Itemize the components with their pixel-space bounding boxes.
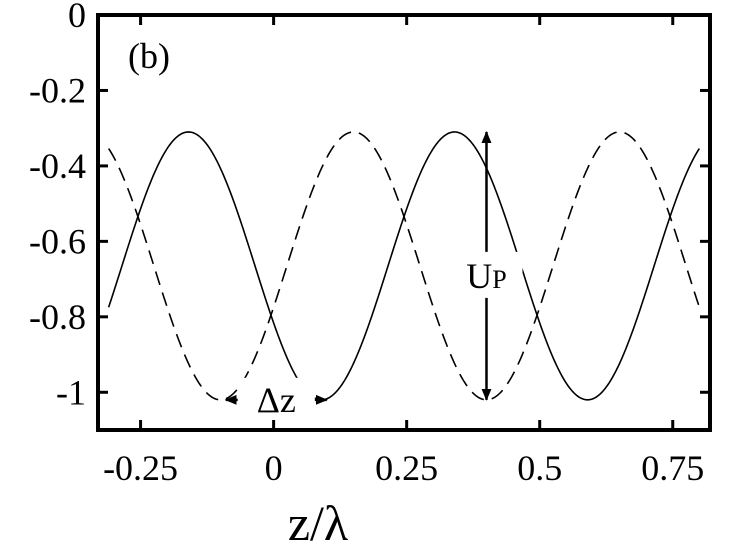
series-solid xyxy=(107,131,701,401)
x-axis-label: z/λ xyxy=(288,495,348,551)
plot-frame xyxy=(96,13,712,432)
series-dashed xyxy=(107,131,701,401)
x-tick-label: 0.75 xyxy=(641,448,704,488)
x-axis: -0.25 0 0.25 0.5 0.75 xyxy=(103,15,704,488)
y-tick-label: -1 xyxy=(56,372,86,412)
x-tick-label: 0 xyxy=(265,448,283,488)
y-tick-label: -0.2 xyxy=(29,70,86,110)
x-tick-label: 0.5 xyxy=(517,448,562,488)
x-tick-label: -0.25 xyxy=(103,448,178,488)
y-tick-label: 0 xyxy=(68,0,86,35)
y-axis: 0 -0.2 -0.4 -0.6 -0.8 -1 xyxy=(29,0,710,412)
series-layer xyxy=(107,131,701,401)
x-tick-label: 0.25 xyxy=(375,448,438,488)
up-label-bg xyxy=(450,251,523,298)
y-tick-label: -0.4 xyxy=(29,146,86,186)
panel-label: (b) xyxy=(128,36,170,76)
y-tick-label: -0.8 xyxy=(29,297,86,337)
up-label-sub: P xyxy=(492,265,506,294)
delta-z-label: Δz xyxy=(257,380,296,420)
delta-z-label-bg xyxy=(237,377,315,418)
y-tick-label: -0.6 xyxy=(29,221,86,261)
